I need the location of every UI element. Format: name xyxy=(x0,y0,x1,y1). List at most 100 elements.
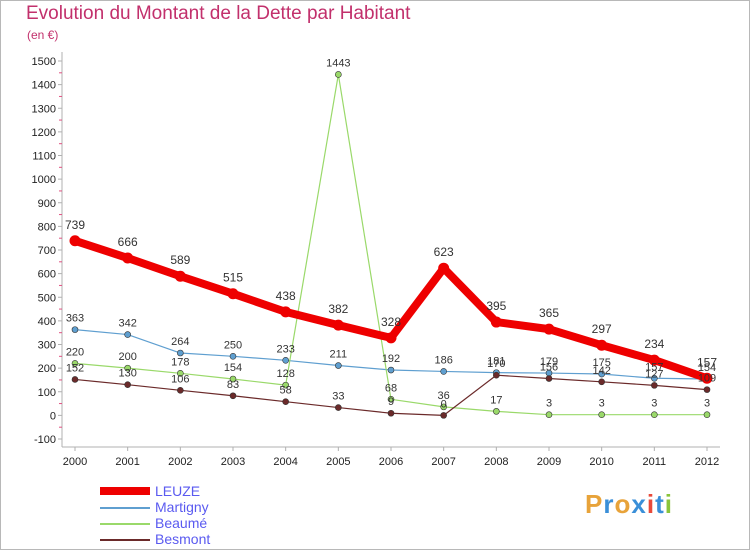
data-point-beaumé xyxy=(651,411,658,418)
legend-swatch-martigny xyxy=(100,507,150,509)
data-point-martigny xyxy=(651,374,658,382)
data-label-besmont: 170 xyxy=(487,358,505,370)
x-tick-label: 2004 xyxy=(273,456,297,468)
y-tick-label: -100 xyxy=(34,434,56,446)
x-tick-label: 2002 xyxy=(168,456,192,468)
data-label-besmont: 109 xyxy=(698,373,716,385)
data-point-martigny xyxy=(282,357,289,364)
y-tick-label: 900 xyxy=(38,198,56,210)
data-label-beaumé: 3 xyxy=(599,398,605,410)
x-tick-label: 2007 xyxy=(431,456,455,468)
data-label-leuze: 157 xyxy=(697,355,717,369)
data-label-beaumé: 3 xyxy=(704,398,710,410)
data-label-besmont: 142 xyxy=(592,365,610,377)
data-point-leuze xyxy=(701,372,713,384)
data-label-besmont: 130 xyxy=(118,368,136,380)
data-point-leuze xyxy=(596,339,608,351)
legend-label-besmont: Besmont xyxy=(155,531,211,547)
data-label-beaumé: 1443 xyxy=(326,57,350,69)
data-label-martigny: 363 xyxy=(66,313,84,325)
data-point-besmont xyxy=(493,371,500,379)
data-label-martigny: 233 xyxy=(276,343,294,355)
data-label-besmont: 127 xyxy=(645,368,663,380)
data-label-beaumé: 17 xyxy=(490,394,502,406)
data-label-martigny: 192 xyxy=(382,353,400,365)
data-label-leuze: 297 xyxy=(592,322,612,336)
data-point-beaumé xyxy=(71,360,79,367)
data-label-besmont: 0 xyxy=(441,398,447,410)
data-point-leuze xyxy=(174,270,186,282)
legend-label-leuze: LEUZE xyxy=(155,483,201,499)
data-label-besmont: 156 xyxy=(540,362,558,374)
data-label-leuze: 589 xyxy=(170,253,190,267)
data-label-martigny: 154 xyxy=(698,362,716,374)
data-point-leuze xyxy=(122,252,134,264)
data-point-beaumé xyxy=(124,364,131,372)
data-label-leuze: 666 xyxy=(118,235,138,249)
data-point-besmont xyxy=(440,412,447,419)
data-label-martigny: 264 xyxy=(171,336,189,348)
data-label-besmont: 152 xyxy=(66,362,84,374)
data-point-beaumé xyxy=(493,408,500,415)
data-point-beaumé xyxy=(703,411,711,418)
data-point-besmont xyxy=(124,381,131,388)
data-point-leuze xyxy=(490,316,502,328)
data-point-besmont xyxy=(651,382,658,389)
data-point-beaumé xyxy=(440,403,447,411)
data-label-martigny: 342 xyxy=(118,318,136,330)
x-tick-label: 2010 xyxy=(589,456,613,468)
data-label-beaumé: 3 xyxy=(546,398,552,410)
data-label-besmont: 9 xyxy=(388,396,394,408)
data-label-leuze: 365 xyxy=(539,306,559,320)
data-label-beaumé: 154 xyxy=(224,362,242,374)
y-tick-label: 500 xyxy=(38,292,56,304)
data-label-martigny: 157 xyxy=(645,361,663,373)
data-point-besmont xyxy=(387,409,395,417)
data-point-beaumé xyxy=(335,71,342,78)
y-tick-label: 1300 xyxy=(32,103,56,115)
data-point-besmont xyxy=(229,392,237,400)
data-label-leuze: 234 xyxy=(644,337,664,351)
y-tick-label: 1500 xyxy=(32,56,56,68)
data-point-leuze xyxy=(227,288,239,300)
data-point-beaumé xyxy=(177,370,184,377)
data-label-leuze: 382 xyxy=(328,302,348,316)
data-point-beaumé xyxy=(598,411,605,418)
y-tick-label: 1400 xyxy=(32,80,56,92)
x-tick-label: 2011 xyxy=(643,456,667,468)
legend-label-martigny: Martigny xyxy=(155,499,209,515)
x-tick-label: 2006 xyxy=(379,456,403,468)
data-point-leuze xyxy=(69,235,81,247)
y-tick-label: 700 xyxy=(38,245,56,257)
data-label-besmont: 33 xyxy=(332,391,344,403)
data-point-besmont xyxy=(71,376,79,383)
data-point-leuze xyxy=(385,332,397,344)
legend-swatch-besmont xyxy=(100,539,150,541)
data-point-beaumé xyxy=(229,375,237,383)
data-point-leuze xyxy=(438,262,450,274)
y-tick-label: 1100 xyxy=(32,151,56,163)
data-point-martigny xyxy=(335,362,342,369)
y-tick-label: 400 xyxy=(38,316,56,328)
x-tick-label: 2001 xyxy=(115,456,139,468)
data-point-besmont xyxy=(177,387,184,394)
y-tick-label: 800 xyxy=(38,221,56,233)
data-label-leuze: 623 xyxy=(434,245,454,259)
chart-title: Evolution du Montant de la Dette par Hab… xyxy=(26,3,411,24)
proxiti-logo: Proxiti xyxy=(585,489,673,519)
data-label-leuze: 328 xyxy=(381,315,401,329)
data-point-beaumé xyxy=(545,411,553,418)
data-label-beaumé: 3 xyxy=(651,398,657,410)
y-tick-label: 100 xyxy=(38,387,56,399)
data-label-martigny: 175 xyxy=(592,357,610,369)
data-point-besmont xyxy=(335,404,342,411)
data-label-besmont: 83 xyxy=(227,379,239,391)
x-tick-label: 2000 xyxy=(63,456,87,468)
data-label-martigny: 211 xyxy=(330,349,348,361)
data-label-beaumé: 200 xyxy=(118,351,136,363)
y-tick-label: 600 xyxy=(38,269,56,281)
y-tick-label: 300 xyxy=(38,340,56,352)
x-tick-label: 2012 xyxy=(695,456,719,468)
